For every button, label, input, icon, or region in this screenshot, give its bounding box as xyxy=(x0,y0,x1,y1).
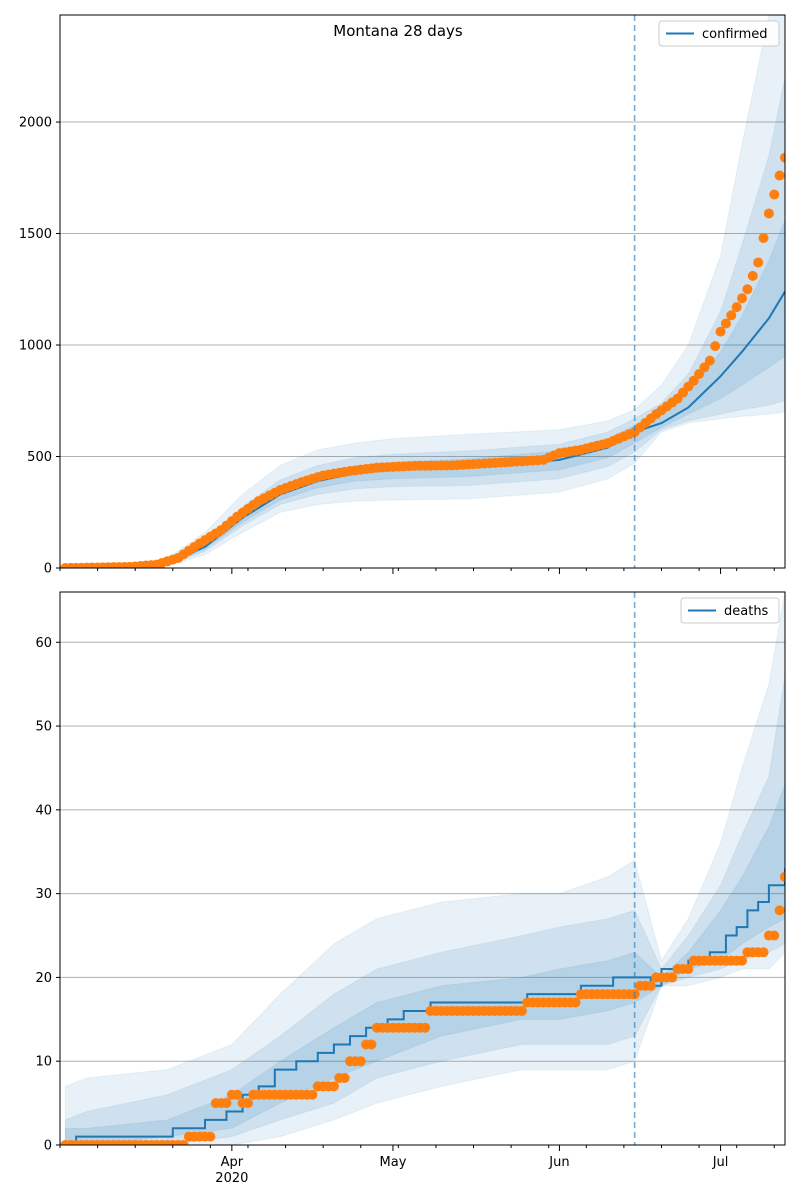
y-tick-label: 500 xyxy=(27,450,52,465)
y-tick-label: 40 xyxy=(35,803,52,818)
observed-point xyxy=(715,326,726,337)
observed-point xyxy=(366,1039,377,1050)
observed-point xyxy=(570,997,581,1008)
band-outer xyxy=(64,592,785,1145)
observed-point xyxy=(758,232,769,243)
observed-point xyxy=(420,1022,431,1033)
observed-point xyxy=(355,1056,366,1067)
observed-point xyxy=(699,362,710,373)
legend-box xyxy=(680,597,780,624)
observed-point xyxy=(758,947,769,958)
observed-point xyxy=(688,375,699,386)
observed-point xyxy=(780,152,785,163)
x-tick-sublabel: 2020 xyxy=(215,1171,248,1186)
band-outer xyxy=(64,15,785,568)
observed-point xyxy=(742,284,753,295)
observed-point xyxy=(753,257,764,268)
band-middle xyxy=(64,675,785,1145)
y-tick-label: 50 xyxy=(35,720,52,735)
observed-point xyxy=(763,208,774,219)
x-tick-label: Jun xyxy=(548,1155,569,1170)
observed-point xyxy=(683,964,694,975)
observed-point xyxy=(242,1098,253,1109)
y-tick-label: 1500 xyxy=(19,227,52,242)
observed-point xyxy=(694,369,705,380)
y-tick-label: 1000 xyxy=(19,339,52,354)
y-tick-label: 0 xyxy=(44,562,52,577)
observed-point xyxy=(221,1098,232,1109)
observed-point xyxy=(516,1005,527,1016)
observed-point xyxy=(720,318,731,329)
observed-point xyxy=(780,871,785,882)
observed-point xyxy=(769,189,780,200)
legend-box xyxy=(658,20,780,47)
axes-frame xyxy=(59,14,786,569)
legend-label: deaths xyxy=(724,604,769,619)
x-tick-label: Jul xyxy=(712,1155,729,1170)
observed-point xyxy=(205,1131,216,1142)
observed-point xyxy=(710,341,721,352)
observed-point xyxy=(232,1089,243,1100)
plot-area xyxy=(60,15,785,568)
y-tick-label: 2000 xyxy=(19,116,52,131)
observed-point xyxy=(774,905,785,916)
plot-area xyxy=(60,592,785,1145)
y-tick-label: 10 xyxy=(35,1055,52,1070)
band-inner xyxy=(64,784,785,1145)
chart-title: Montana 28 days xyxy=(333,22,463,40)
observed-point xyxy=(737,955,748,966)
y-tick-label: 20 xyxy=(35,971,52,986)
confirmed-panel: 0 500 1000 1500 2000 Montana 28 days confirmed xyxy=(19,14,786,577)
legend-label: confirmed xyxy=(702,27,768,42)
observed-point xyxy=(769,930,780,941)
y-tick-label: 60 xyxy=(35,636,52,651)
observed-point xyxy=(726,310,737,321)
observed-point xyxy=(328,1081,339,1092)
observed-point xyxy=(645,980,656,991)
axes-frame xyxy=(59,591,786,1146)
observed-point xyxy=(731,302,742,313)
observed-point xyxy=(747,270,758,281)
observed-point xyxy=(774,170,785,181)
x-tick-label: May xyxy=(380,1155,407,1170)
observed-point xyxy=(704,355,715,366)
observed-point xyxy=(339,1072,350,1083)
y-tick-label: 0 xyxy=(44,1139,52,1154)
observed-point xyxy=(307,1089,318,1100)
observed-point xyxy=(178,1140,189,1145)
observed-point xyxy=(737,293,748,304)
y-tick-label: 30 xyxy=(35,887,52,902)
observed-point xyxy=(667,972,678,983)
x-tick-label: Apr xyxy=(221,1155,244,1170)
